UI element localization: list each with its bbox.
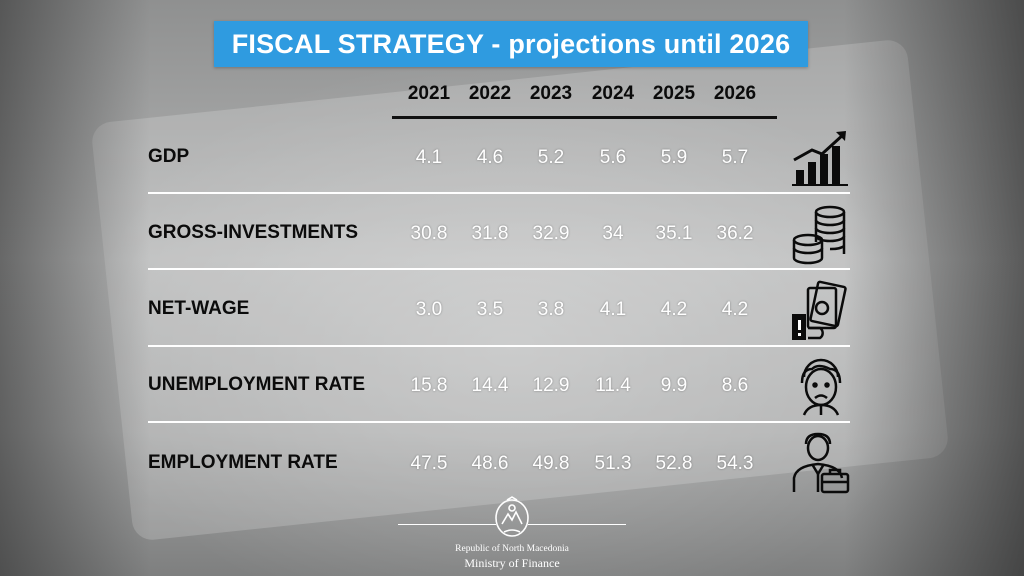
- year-header: 2024: [582, 83, 644, 105]
- row-label-net-wage: NET-WAGE: [148, 298, 249, 320]
- header-rule: [392, 116, 777, 119]
- cell-value: 34: [582, 223, 644, 245]
- cell-value: 9.9: [643, 375, 705, 397]
- cell-value: 4.1: [398, 147, 460, 169]
- title-banner: FISCAL STRATEGY - projections until 2026: [214, 21, 808, 67]
- row-label-gdp: GDP: [148, 146, 189, 168]
- row-label-gross-investments: GROSS-INVESTMENTS: [148, 222, 358, 244]
- footer-ministry: Ministry of Finance: [430, 556, 594, 571]
- cell-value: 4.2: [704, 299, 766, 321]
- cell-value: 36.2: [704, 223, 766, 245]
- coat-of-arms-icon: [494, 496, 530, 538]
- cell-value: 11.4: [582, 375, 644, 397]
- bar-chart-growth-icon: [790, 126, 852, 188]
- row-divider: [148, 345, 850, 347]
- cell-value: 3.0: [398, 299, 460, 321]
- coin-stack-icon: [790, 204, 852, 266]
- cell-value: 48.6: [459, 453, 521, 475]
- row-divider: [148, 192, 850, 194]
- cell-value: 49.8: [520, 453, 582, 475]
- cell-value: 35.1: [643, 223, 705, 245]
- cell-value: 3.8: [520, 299, 582, 321]
- footer-country: Republic of North Macedonia: [430, 544, 594, 554]
- cell-value: 8.6: [704, 375, 766, 397]
- cell-value: 5.9: [643, 147, 705, 169]
- cell-value: 47.5: [398, 453, 460, 475]
- cell-value: 3.5: [459, 299, 521, 321]
- year-header: 2021: [398, 83, 460, 105]
- cell-value: 52.8: [643, 453, 705, 475]
- cell-value: 4.2: [643, 299, 705, 321]
- businessman-briefcase-icon: [790, 432, 852, 494]
- cell-value: 12.9: [520, 375, 582, 397]
- cell-value: 30.8: [398, 223, 460, 245]
- cell-value: 54.3: [704, 453, 766, 475]
- cell-value: 32.9: [520, 223, 582, 245]
- sad-face-icon: [790, 355, 852, 417]
- hand-holding-money-icon: [790, 280, 852, 342]
- row-divider: [148, 268, 850, 270]
- cell-value: 14.4: [459, 375, 521, 397]
- footer-rule-left: [398, 524, 496, 525]
- cell-value: 15.8: [398, 375, 460, 397]
- year-header: 2022: [459, 83, 521, 105]
- cell-value: 31.8: [459, 223, 521, 245]
- year-header: 2023: [520, 83, 582, 105]
- cell-value: 4.1: [582, 299, 644, 321]
- cell-value: 5.2: [520, 147, 582, 169]
- cell-value: 5.7: [704, 147, 766, 169]
- cell-value: 4.6: [459, 147, 521, 169]
- footer-rule-right: [528, 524, 626, 525]
- background-shadow-left: [0, 0, 150, 576]
- background-shadow-right: [844, 0, 1024, 576]
- row-divider: [148, 421, 850, 423]
- row-label-employment-rate: EMPLOYMENT RATE: [148, 452, 338, 474]
- year-header: 2025: [643, 83, 705, 105]
- row-label-unemployment-rate: UNEMPLOYMENT RATE: [148, 374, 365, 396]
- year-header: 2026: [704, 83, 766, 105]
- cell-value: 5.6: [582, 147, 644, 169]
- cell-value: 51.3: [582, 453, 644, 475]
